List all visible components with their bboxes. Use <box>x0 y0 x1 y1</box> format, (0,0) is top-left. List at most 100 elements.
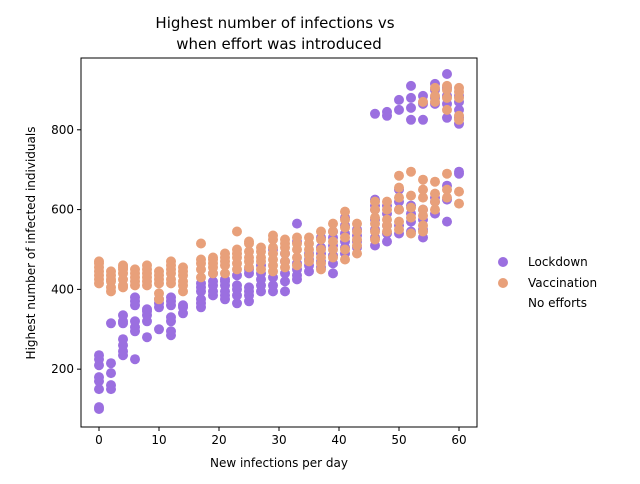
point-lockdown <box>166 312 176 323</box>
point-vaccination <box>208 252 218 263</box>
point-vaccination <box>292 260 302 271</box>
legend-label-no-efforts: No efforts <box>528 296 587 310</box>
chart-title-line2: when effort was introduced <box>176 35 381 53</box>
point-vaccination <box>316 252 326 263</box>
point-vaccination <box>394 182 404 193</box>
point-vaccination <box>394 204 404 215</box>
point-lockdown <box>382 106 392 117</box>
point-lockdown <box>94 350 104 361</box>
point-lockdown <box>130 292 140 303</box>
point-vaccination <box>382 204 392 215</box>
point-vaccination <box>442 80 452 91</box>
point-vaccination <box>154 288 164 299</box>
point-vaccination <box>442 104 452 115</box>
point-lockdown <box>268 280 278 291</box>
point-vaccination <box>328 226 338 237</box>
point-vaccination <box>370 234 380 245</box>
point-vaccination <box>196 254 206 265</box>
point-vaccination <box>352 248 362 259</box>
point-vaccination <box>106 266 116 277</box>
point-lockdown <box>442 112 452 123</box>
point-lockdown <box>232 280 242 291</box>
point-vaccination <box>418 192 428 203</box>
point-vaccination <box>340 206 350 217</box>
point-vaccination <box>340 254 350 265</box>
point-lockdown <box>382 236 392 247</box>
point-vaccination <box>352 218 362 229</box>
point-vaccination <box>268 242 278 253</box>
point-vaccination <box>442 92 452 103</box>
point-vaccination <box>370 196 380 207</box>
point-lockdown <box>418 114 428 125</box>
point-lockdown <box>406 102 416 113</box>
point-lockdown <box>106 368 116 379</box>
point-vaccination <box>292 252 302 263</box>
point-vaccination <box>130 264 140 275</box>
y-tick-label: 800 <box>51 123 74 137</box>
point-vaccination <box>394 170 404 181</box>
point-vaccination <box>406 212 416 223</box>
point-vaccination <box>118 260 128 271</box>
x-tick-label: 60 <box>451 433 466 447</box>
point-vaccination <box>382 214 392 225</box>
point-vaccination <box>328 252 338 263</box>
point-lockdown <box>232 298 242 309</box>
point-lockdown <box>130 354 140 365</box>
point-vaccination <box>340 244 350 255</box>
point-vaccination <box>352 226 362 237</box>
point-lockdown <box>442 216 452 227</box>
point-vaccination <box>418 204 428 215</box>
x-tick-label: 40 <box>331 433 346 447</box>
point-lockdown <box>328 268 338 279</box>
point-vaccination <box>316 226 326 237</box>
point-vaccination <box>370 204 380 215</box>
point-vaccination <box>232 244 242 255</box>
point-vaccination <box>406 190 416 201</box>
point-vaccination <box>430 82 440 93</box>
point-lockdown <box>292 218 302 229</box>
point-vaccination <box>178 262 188 273</box>
point-vaccination <box>142 260 152 271</box>
point-vaccination <box>454 82 464 93</box>
point-vaccination <box>280 256 290 267</box>
point-lockdown <box>142 332 152 343</box>
point-vaccination <box>220 248 230 259</box>
point-vaccination <box>394 192 404 203</box>
point-lockdown <box>280 276 290 287</box>
chart-title-line1: Highest number of infections vs <box>155 14 394 32</box>
point-vaccination <box>430 188 440 199</box>
point-lockdown <box>106 380 116 391</box>
point-lockdown <box>106 318 116 329</box>
point-vaccination <box>304 232 314 243</box>
point-vaccination <box>454 198 464 209</box>
point-vaccination <box>454 110 464 121</box>
point-vaccination <box>316 234 326 245</box>
point-lockdown <box>106 358 116 369</box>
point-lockdown <box>406 80 416 91</box>
points-layer <box>94 69 464 414</box>
legend-marker-vaccination <box>498 278 508 288</box>
legend-marker-lockdown <box>498 257 508 267</box>
point-lockdown <box>154 324 164 335</box>
point-vaccination <box>454 186 464 197</box>
point-vaccination <box>196 272 206 283</box>
point-vaccination <box>256 242 266 253</box>
point-lockdown <box>454 166 464 177</box>
x-tick-label: 10 <box>151 433 166 447</box>
point-lockdown <box>178 300 188 311</box>
point-lockdown <box>280 286 290 297</box>
y-ticks: 200 400 600 800 <box>51 123 81 376</box>
point-lockdown <box>394 94 404 105</box>
point-vaccination <box>370 212 380 223</box>
point-vaccination <box>418 174 428 185</box>
x-tick-label: 0 <box>95 433 103 447</box>
point-vaccination <box>370 226 380 237</box>
point-vaccination <box>394 224 404 235</box>
legend-label-lockdown: Lockdown <box>528 255 588 269</box>
point-vaccination <box>406 228 416 239</box>
point-lockdown <box>406 92 416 103</box>
point-vaccination <box>244 236 254 247</box>
y-tick-label: 400 <box>51 282 74 296</box>
